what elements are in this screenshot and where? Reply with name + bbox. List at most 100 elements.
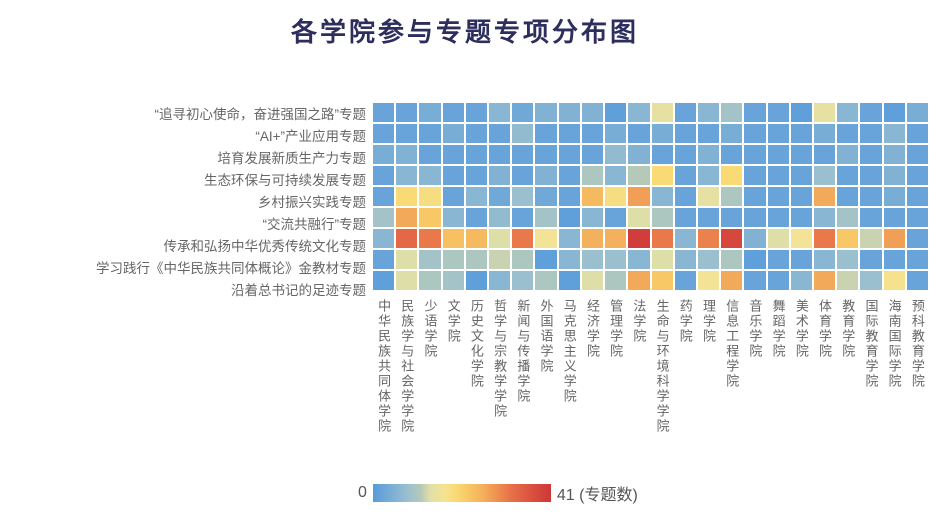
- col-label: 生命与环境科学学院: [654, 299, 670, 434]
- colorbar-max-label: 41 (专题数): [556, 487, 638, 504]
- heatmap-cell: [489, 145, 511, 164]
- heatmap-cell: [790, 103, 812, 122]
- heatmap-cell: [674, 187, 696, 206]
- heatmap-cell: [674, 271, 696, 290]
- heatmap-cell: [860, 166, 882, 185]
- heatmap-cell: [674, 208, 696, 227]
- heatmap-cell: [767, 166, 789, 185]
- heatmap-cell: [813, 229, 836, 248]
- heatmap-cell: [697, 250, 720, 269]
- heatmap-cell: [628, 145, 650, 164]
- heatmap-cell: [512, 271, 534, 290]
- heatmap-cell: [721, 166, 743, 185]
- heatmap-cell: [558, 145, 580, 164]
- heatmap-cell: [605, 145, 627, 164]
- heatmap-cell: [581, 187, 604, 206]
- heatmap-cell: [790, 271, 812, 290]
- heatmap-cell: [558, 250, 580, 269]
- col-label: 体育学院: [817, 299, 833, 359]
- heatmap-cell: [535, 229, 557, 248]
- heatmap-cell: [373, 187, 395, 206]
- heatmap-cell: [581, 103, 604, 122]
- heatmap-cell: [860, 103, 882, 122]
- heatmap-cell: [442, 229, 464, 248]
- heatmap-cell: [883, 145, 905, 164]
- heatmap-cell: [558, 166, 580, 185]
- col-label: 药学院: [677, 299, 693, 344]
- heatmap-cell: [419, 145, 441, 164]
- heatmap-cell: [744, 103, 766, 122]
- heatmap-cell: [605, 187, 627, 206]
- col-label: 舞蹈学院: [770, 299, 786, 359]
- heatmap-cell: [489, 250, 511, 269]
- heatmap-cell: [813, 208, 836, 227]
- heatmap-cell: [489, 229, 511, 248]
- heatmap-cell: [651, 250, 673, 269]
- heatmap-cell: [489, 187, 511, 206]
- col-label: 中华民族共同体学院: [376, 299, 392, 434]
- heatmap-cell: [883, 124, 905, 143]
- heatmap-cell: [813, 145, 836, 164]
- col-label: 历史文化学院: [468, 299, 484, 389]
- row-label: 生态环保与可持续发展专题: [204, 173, 366, 188]
- heatmap-cell: [651, 187, 673, 206]
- heatmap-cell: [651, 229, 673, 248]
- heatmap-cell: [651, 124, 673, 143]
- heatmap-cell: [442, 103, 464, 122]
- heatmap-cell: [558, 271, 580, 290]
- heatmap-cell: [767, 271, 789, 290]
- heatmap-cell: [396, 124, 418, 143]
- heatmap-cell: [442, 271, 464, 290]
- heatmap-cell: [790, 250, 812, 269]
- heatmap-cell: [581, 229, 604, 248]
- col-label: 国际教育学院: [863, 299, 879, 389]
- heatmap-cell: [651, 271, 673, 290]
- heatmap-cell: [535, 124, 557, 143]
- heatmap-cell: [535, 208, 557, 227]
- heatmap-cell: [837, 271, 859, 290]
- colorbar-gradient: [372, 484, 551, 502]
- heatmap-cell: [442, 187, 464, 206]
- col-label: 信息工程学院: [724, 299, 740, 389]
- row-label: “追寻初心使命，奋进强国之路”专题: [154, 107, 367, 122]
- heatmap-cell: [535, 187, 557, 206]
- heatmap-cell: [767, 145, 789, 164]
- col-label: 教育学院: [840, 299, 856, 359]
- row-label: 传承和弘扬中华优秀传统文化专题: [163, 239, 367, 254]
- row-label: 学习践行《中华民族共同体概论》金教材专题: [96, 261, 366, 276]
- col-label: 管理学院: [608, 299, 624, 359]
- heatmap-cell: [744, 166, 766, 185]
- heatmap-cell: [883, 250, 905, 269]
- heatmap-cell: [790, 229, 812, 248]
- heatmap-cell: [581, 271, 604, 290]
- heatmap-cell: [697, 271, 720, 290]
- heatmap-cell: [396, 166, 418, 185]
- heatmap-cell: [790, 124, 812, 143]
- heatmap-cell: [628, 187, 650, 206]
- heatmap-cell: [535, 166, 557, 185]
- heatmap-cell: [512, 208, 534, 227]
- heatmap-cell: [605, 166, 627, 185]
- heatmap-cell: [860, 250, 882, 269]
- heatmap-cell: [419, 187, 441, 206]
- heatmap-cell: [860, 187, 882, 206]
- heatmap-cell: [813, 250, 836, 269]
- heatmap-cell: [906, 124, 928, 143]
- heatmap-cell: [744, 187, 766, 206]
- heatmap-cell: [790, 145, 812, 164]
- heatmap-cell: [721, 187, 743, 206]
- heatmap-cell: [767, 229, 789, 248]
- heatmap-cell: [651, 145, 673, 164]
- col-label: 音乐学院: [747, 299, 763, 359]
- heatmap-cell: [396, 145, 418, 164]
- col-label: 美术学院: [793, 299, 809, 359]
- heatmap-cell: [837, 103, 859, 122]
- heatmap-cell: [674, 124, 696, 143]
- heatmap-cell: [419, 124, 441, 143]
- heatmap-cell: [489, 208, 511, 227]
- heatmap-cell: [465, 229, 488, 248]
- heatmap-cell: [883, 208, 905, 227]
- heatmap-cell: [813, 271, 836, 290]
- heatmap-cell: [442, 145, 464, 164]
- heatmap-cell: [767, 103, 789, 122]
